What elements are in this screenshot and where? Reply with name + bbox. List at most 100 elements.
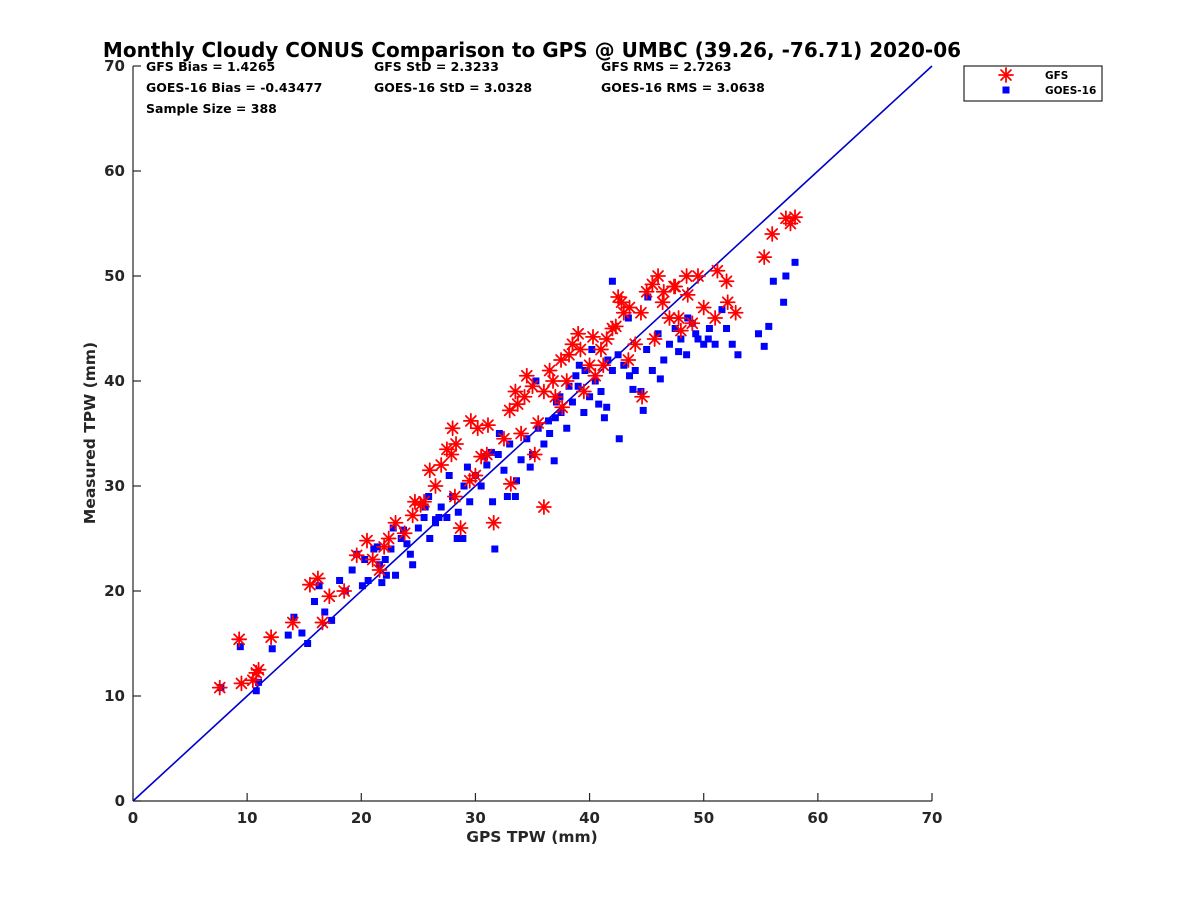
x-tick-label: 50 — [693, 809, 714, 827]
goes16-point — [718, 306, 726, 314]
goes16-point — [445, 472, 453, 479]
x-tick-label: 40 — [579, 809, 600, 827]
gfs-point — [764, 226, 781, 242]
gfs-point — [787, 209, 803, 226]
goes16-point — [705, 325, 713, 332]
goes16-point — [453, 535, 461, 542]
goes16-point — [304, 640, 312, 647]
gfs-point — [607, 318, 624, 335]
goes16-point — [544, 417, 552, 425]
gfs-point — [666, 278, 682, 295]
y-tick-label: 50 — [104, 267, 125, 285]
goes16-point — [608, 277, 616, 285]
goes16-point — [540, 440, 548, 448]
stats-annotation: GFS Bias = 1.4265 GOES-16 Bias = -0.4347… — [146, 59, 765, 116]
legend: GFS GOES-16 — [963, 65, 1103, 102]
stat-gfs-std: GFS StD = 2.3233 — [374, 59, 499, 74]
goes16-point — [489, 498, 497, 506]
goes16-point — [551, 414, 559, 422]
goes16-point — [328, 616, 336, 624]
plot-area — [132, 66, 932, 802]
goes16-point — [517, 456, 525, 464]
goes16-point — [406, 550, 414, 558]
gfs-point — [496, 430, 512, 447]
goes16-point — [565, 382, 573, 390]
goes16-point — [615, 435, 623, 443]
goes16-point — [675, 348, 683, 356]
gfs-point — [782, 215, 799, 232]
y-tick-label: 0 — [115, 792, 125, 810]
goes16-point — [387, 545, 395, 553]
goes16-point — [532, 377, 540, 385]
goes16-point — [466, 498, 474, 506]
gfs-point — [575, 383, 592, 400]
gfs-point — [587, 367, 604, 384]
goes16-point — [700, 340, 708, 348]
goes16-point — [315, 582, 323, 590]
gfs-point — [756, 249, 773, 266]
gfs-point — [595, 357, 612, 374]
x-tick-label: 20 — [351, 809, 372, 827]
goes16-point — [255, 678, 263, 686]
goes16-point — [389, 524, 397, 532]
gfs-point — [627, 336, 644, 353]
gfs-point — [427, 478, 444, 494]
gfs-point — [380, 530, 397, 547]
goes16-point — [483, 461, 491, 469]
y-tick-label: 30 — [104, 477, 125, 495]
gfs-point — [404, 507, 421, 524]
gfs-point — [727, 304, 744, 321]
goes16-point — [513, 477, 521, 485]
legend-gfs-asterisk — [998, 67, 1014, 83]
gfs-point — [718, 273, 735, 290]
gfs-point — [443, 446, 460, 463]
goes16-point — [546, 430, 554, 437]
goes16-point — [660, 356, 668, 364]
gfs-point — [364, 551, 381, 568]
goes16-point — [629, 385, 637, 393]
goes16-point — [426, 535, 434, 542]
gfs-point — [433, 457, 450, 473]
goes16-point — [665, 340, 673, 348]
gfs-point — [581, 357, 598, 374]
x-tick-label: 60 — [807, 809, 828, 827]
gfs-point — [501, 402, 518, 419]
stat-goes-std: GOES-16 StD = 3.0328 — [374, 80, 532, 95]
gfs-point — [620, 352, 637, 368]
goes16-point — [526, 463, 534, 471]
goes16-point — [378, 579, 386, 587]
goes16-point — [348, 566, 356, 574]
gfs-point — [478, 446, 495, 463]
goes16-point — [454, 508, 462, 516]
goes16-point — [755, 330, 763, 338]
gfs-point — [684, 315, 701, 332]
gfs-point — [524, 378, 541, 395]
stat-gfs-bias: GFS Bias = 1.4265 — [146, 59, 275, 74]
gfs-point — [638, 283, 655, 300]
gfs-point — [233, 675, 250, 692]
gfs-point — [709, 262, 726, 279]
goes16-point — [298, 629, 306, 637]
goes16-point — [268, 645, 276, 653]
stat-goes-rms: GOES-16 RMS = 3.0638 — [601, 80, 765, 95]
gfs-point — [376, 539, 393, 555]
gfs-point — [593, 341, 609, 358]
goes16-point — [769, 277, 777, 285]
goes16-point — [734, 351, 742, 359]
goes16-point — [782, 272, 790, 280]
x-tick-label: 70 — [922, 809, 943, 827]
goes16-point — [557, 409, 565, 416]
y-tick-label: 20 — [104, 582, 125, 600]
reference-line — [132, 65, 933, 802]
gfs-point — [407, 493, 423, 510]
goes16-point — [503, 493, 511, 500]
goes16-point — [400, 526, 408, 534]
goes16-point — [336, 577, 344, 584]
gfs-point — [513, 425, 529, 442]
gfs-point — [263, 629, 280, 646]
gfs-point — [250, 661, 267, 678]
goes16-point — [491, 545, 499, 553]
gfs-point — [679, 286, 696, 303]
gfs-point — [452, 520, 469, 536]
goes16-point — [600, 414, 608, 422]
